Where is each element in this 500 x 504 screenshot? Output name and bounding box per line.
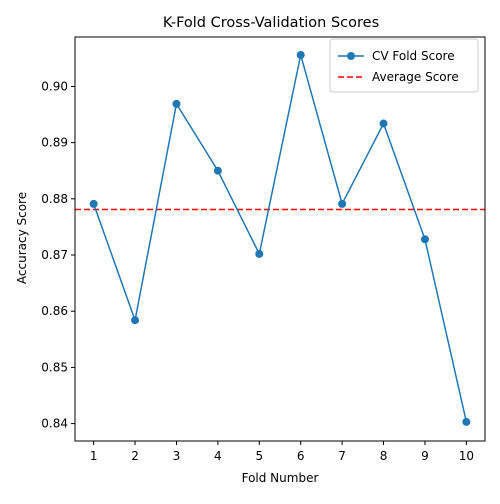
legend: CV Fold Score Average Score bbox=[329, 38, 479, 93]
data-point-fold-9 bbox=[420, 235, 429, 244]
data-point-fold-2 bbox=[131, 316, 140, 325]
x-axis-ticks: 1 2 3 4 5 6 7 8 9 10 bbox=[90, 441, 474, 463]
data-point-fold-8 bbox=[379, 119, 388, 128]
legend-label-average-score: Average Score bbox=[372, 70, 459, 84]
data-point-fold-1 bbox=[89, 199, 98, 208]
legend-box bbox=[329, 38, 479, 93]
x-tick-label: 9 bbox=[421, 449, 429, 463]
x-tick-label: 5 bbox=[255, 449, 263, 463]
x-tick-label: 7 bbox=[338, 449, 346, 463]
x-tick-label: 6 bbox=[297, 449, 305, 463]
x-tick-label: 1 bbox=[90, 449, 98, 463]
x-axis-title: Fold Number bbox=[242, 471, 319, 485]
x-tick-label: 3 bbox=[173, 449, 181, 463]
data-point-fold-5 bbox=[255, 249, 264, 258]
axes-frame bbox=[74, 36, 486, 442]
y-tick-label: 0.87 bbox=[41, 248, 68, 262]
legend-label-cv-fold-score: CV Fold Score bbox=[372, 49, 455, 63]
data-point-fold-3 bbox=[172, 99, 181, 108]
y-tick-label: 0.89 bbox=[41, 136, 68, 150]
legend-marker-cv-fold-score bbox=[347, 52, 355, 60]
x-tick-label: 8 bbox=[380, 449, 388, 463]
y-tick-label: 0.84 bbox=[41, 417, 68, 431]
y-tick-label: 0.88 bbox=[41, 192, 68, 206]
x-tick-label: 10 bbox=[459, 449, 474, 463]
data-point-fold-6 bbox=[296, 50, 305, 59]
x-tick-label: 2 bbox=[131, 449, 139, 463]
data-point-fold-7 bbox=[338, 199, 347, 208]
plot-area bbox=[74, 36, 486, 442]
data-point-fold-10 bbox=[462, 417, 471, 426]
y-axis-ticks: 0.84 0.85 0.86 0.87 0.88 0.89 0.90 bbox=[41, 79, 75, 431]
chart-title: K-Fold Cross-Validation Scores bbox=[163, 15, 379, 31]
y-tick-label: 0.85 bbox=[41, 360, 68, 374]
y-axis-title: Accuracy Score bbox=[15, 192, 29, 284]
data-point-fold-4 bbox=[213, 166, 222, 175]
y-tick-label: 0.86 bbox=[41, 304, 68, 318]
series-line-cv-fold-score bbox=[92, 54, 468, 423]
y-tick-label: 0.90 bbox=[41, 79, 68, 93]
x-tick-label: 4 bbox=[214, 449, 222, 463]
